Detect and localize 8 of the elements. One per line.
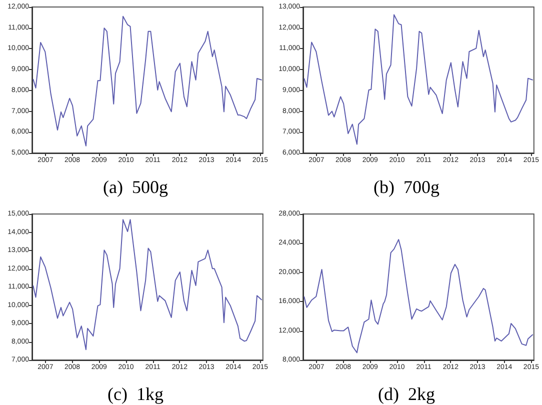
text: (d) 2kg xyxy=(378,384,435,404)
text: (b) 700g xyxy=(374,177,440,197)
text: (c) 1kg xyxy=(108,384,164,404)
line-series xyxy=(304,14,534,145)
text: (a) 500g xyxy=(103,177,168,197)
line-series xyxy=(32,16,262,146)
line-series xyxy=(304,239,534,354)
line-series xyxy=(32,219,262,350)
